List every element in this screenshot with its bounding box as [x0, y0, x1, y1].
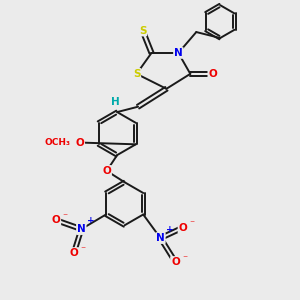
Text: O: O	[70, 248, 78, 258]
Text: O: O	[208, 69, 217, 79]
Text: O: O	[76, 137, 84, 148]
Text: +: +	[87, 216, 94, 225]
Text: O: O	[52, 215, 60, 225]
Text: OCH₃: OCH₃	[44, 138, 70, 147]
Text: N: N	[174, 48, 183, 58]
Text: ⁻: ⁻	[189, 220, 194, 230]
Text: O: O	[178, 223, 187, 232]
Text: O: O	[102, 166, 111, 176]
Text: ⁻: ⁻	[182, 254, 187, 264]
Text: S: S	[133, 69, 140, 79]
Text: ⁻: ⁻	[80, 245, 86, 255]
Text: O: O	[171, 257, 180, 267]
Text: H: H	[111, 97, 120, 107]
Text: N: N	[77, 224, 86, 234]
Text: N: N	[156, 233, 165, 243]
Text: S: S	[139, 26, 146, 36]
Text: ⁻: ⁻	[62, 212, 68, 222]
Text: +: +	[166, 224, 173, 233]
